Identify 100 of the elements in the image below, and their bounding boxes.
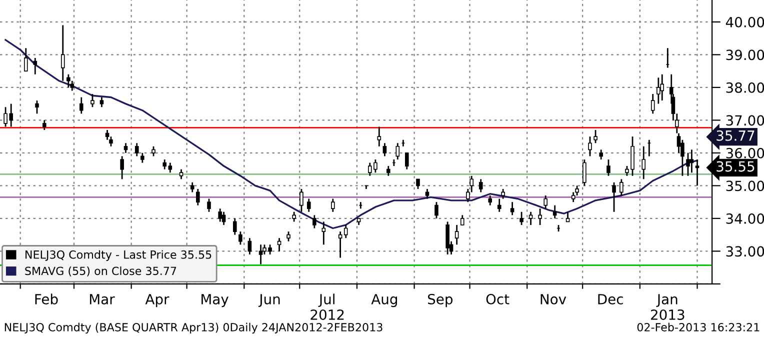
candlestick [190,182,194,193]
x-tick-label: Aug [371,294,397,308]
candlestick [258,244,263,265]
candlestick [695,158,700,186]
candlestick [404,152,409,170]
candlestick [42,119,46,131]
legend-label: SMAVG (55) on Close 35.77 [25,266,176,276]
candlestick [306,198,311,213]
candlestick [488,194,492,206]
candlestick [650,93,655,114]
candlestick [338,230,342,258]
y-tick-label: 35.00 [726,180,764,192]
candlestick [248,237,252,256]
x-tick-label: May [202,294,228,308]
text: NELJ3Q Comdty (BASE QUARTR Apr13) 0Daily 24JAN2012-2FEB2013 [4,322,382,334]
y-tick-label: 36.00 [726,148,764,158]
candlestick [286,230,290,242]
x-tick-label: Apr [145,294,170,308]
candlestick [222,211,226,226]
candlestick [594,129,598,144]
candlestick [566,211,570,222]
candlestick [544,194,548,210]
candlestick [460,214,464,226]
candlestick [35,100,39,114]
candlestick [179,168,184,180]
candlestick [232,218,237,236]
x-tick-label: Oct [486,294,510,304]
candlestick [425,188,430,200]
candlestick [322,221,326,246]
annotation: 35.55 [716,161,754,172]
candlestick [66,74,70,88]
candlestick [612,182,616,213]
x-tick-label: Feb [35,294,58,304]
x-tick-label: Mar [90,294,115,304]
y-tick-label: 33.00 [726,246,764,257]
candlestick [510,201,514,216]
y-tick-label: 34.00 [726,213,764,224]
annotation: 35.77 [716,130,754,141]
candlestick [207,198,211,213]
candlestick [520,211,524,226]
candlestick [416,178,420,190]
x-tick-label: Jul 2012 [310,294,344,320]
candlestick [620,178,624,196]
candlestick [454,224,459,246]
candlestick [292,211,296,222]
candlestick [300,188,304,213]
x-tick-label: Dec [598,294,623,304]
candlestick [24,47,28,72]
candlestick [218,208,222,222]
candlestick [140,152,144,164]
candlestick [386,165,390,177]
candlestick [501,188,505,200]
x-tick-label: Nov [540,294,566,304]
candlestick [120,156,124,180]
candlestick [312,214,316,229]
candlestick [90,93,94,108]
candlestick [382,142,387,157]
candlestick [100,96,104,108]
candlestick [33,57,38,76]
candlestick [660,74,664,102]
candlestick [344,224,348,239]
y-tick-label: 37.00 [726,115,764,126]
candlestick [538,208,542,226]
candlestick [162,158,167,170]
candlestick [434,201,438,220]
x-tick-label: Sep [428,294,453,308]
candlestick [331,198,335,213]
candlestick [60,24,65,82]
candlestick [656,76,660,105]
candlestick [466,188,470,203]
candlestick [528,211,533,226]
y-tick-label: 38.00 [726,82,764,93]
candlestick [152,146,156,157]
candlestick [478,178,483,193]
candlestick [599,148,603,160]
text: 02-Feb-2013 16:23:21 [637,322,760,332]
candlestick [238,230,242,246]
y-tick-label: 40.00 [726,16,764,28]
candlestick [642,146,646,180]
candlestick [690,148,694,174]
x-tick-label: Jan 2013 [651,294,684,320]
candlestick [168,162,172,174]
x-tick-label: Jun [258,294,280,307]
legend-label: NELJ3Q Comdty - Last Price 35.55 [26,250,212,261]
candlestick [124,142,128,154]
line-series [4,39,698,230]
candlestick [588,136,592,157]
candlestick [134,142,139,157]
y-tick-label: 39.00 [726,50,764,60]
candlestick [396,142,400,160]
candlestick [79,96,84,114]
candlestick [470,175,474,193]
candlestick [552,204,557,220]
candlestick [446,221,450,256]
candlestick [606,158,610,177]
candlestick [497,198,502,213]
candlestick [582,158,586,186]
candlestick [277,237,282,252]
candlestick [686,152,690,177]
candlestick [377,126,382,148]
